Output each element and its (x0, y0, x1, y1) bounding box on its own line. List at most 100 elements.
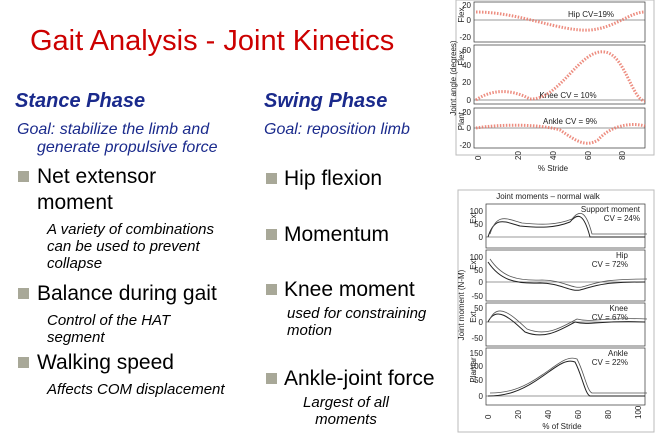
tick-label: 100 (470, 253, 484, 262)
bullet-text: Knee moment (284, 278, 415, 301)
x-tick-label: 60 (574, 410, 583, 419)
x-tick-label: 20 (514, 151, 523, 160)
curve (487, 313, 646, 336)
tick-label: 0 (467, 96, 472, 105)
annotation: Knee (609, 304, 628, 313)
bullet-text: Balance during gait (37, 282, 217, 305)
sub-text: segment (47, 329, 105, 346)
curve (475, 50, 646, 103)
tick-label: 0 (479, 233, 484, 242)
bullet-marker (266, 284, 277, 295)
tick-label: -20 (459, 141, 471, 150)
curve (487, 261, 646, 291)
annotation: Ankle CV = 9% (543, 117, 597, 126)
bullet-marker (266, 373, 277, 384)
figure-frame (457, 189, 655, 433)
bullet-marker (18, 357, 29, 368)
side-label: Ext (469, 310, 478, 322)
annotation: Knee CV = 10% (539, 91, 596, 100)
tick-label: 50 (474, 266, 483, 275)
curve (475, 10, 646, 32)
tick-label: -50 (471, 334, 483, 343)
bullet-text: Momentum (284, 223, 389, 246)
annotation: CV = 24% (604, 214, 640, 223)
bullet-marker (18, 171, 29, 182)
x-tick-label: 60 (584, 151, 593, 160)
sub-text: used for constraining (287, 305, 427, 322)
tick-label: 0 (479, 318, 484, 327)
tick-label: 100 (470, 207, 484, 216)
x-label: % of Stride (542, 422, 582, 431)
sub-text: A variety of combinations (46, 221, 215, 238)
heading: Swing Phase (264, 90, 387, 112)
side-label: Plantar (469, 357, 478, 383)
bullet-text: moment (37, 191, 113, 214)
curve (487, 215, 645, 238)
annotation: CV = 22% (592, 358, 628, 367)
bullet-text: Net extensor (37, 165, 156, 188)
tick-label: 50 (474, 220, 483, 229)
sub-text: Largest of all (303, 394, 390, 411)
x-tick-label: 40 (544, 410, 553, 419)
bullet-text: Walking speed (37, 351, 174, 374)
annotation: CV = 72% (592, 260, 628, 269)
x-tick-label: 40 (549, 151, 558, 160)
annotation: CV = 67% (592, 313, 628, 322)
panel (485, 302, 646, 347)
side-label: Flex. (457, 5, 466, 22)
tick-label: 20 (462, 108, 471, 117)
x-tick-label: 0 (474, 155, 483, 160)
curve (487, 360, 645, 397)
bullet-text: Ankle-joint force (284, 367, 435, 390)
x-tick-label: 20 (514, 410, 523, 419)
sub-text: Control of the HAT (47, 312, 172, 329)
side-label: Ext (469, 257, 478, 269)
tick-label: 60 (462, 46, 471, 55)
bullet-marker (266, 173, 277, 184)
heading: Stance Phase (15, 90, 145, 112)
x-tick-label: 80 (604, 410, 613, 419)
panel (485, 347, 646, 406)
sub-text: can be used to prevent (47, 238, 200, 255)
tick-label: 0 (467, 16, 472, 25)
tick-label: 20 (462, 1, 471, 10)
x-label: % Stride (538, 164, 569, 173)
panel (485, 203, 646, 249)
tick-label: 0 (479, 278, 484, 287)
tick-label: -20 (459, 33, 471, 42)
sub-text: motion (287, 322, 332, 339)
side-label: Flex. (457, 48, 466, 65)
sub-text: Affects COM displacement (46, 381, 225, 398)
curve (489, 310, 648, 333)
curve (489, 212, 647, 235)
annotation: Hip (616, 251, 629, 260)
title: Gait Analysis - Joint Kinetics (30, 25, 394, 57)
goal: generate propulsive force (37, 139, 218, 156)
panel (485, 249, 646, 302)
tick-label: -50 (471, 292, 483, 301)
annotation: Ankle (608, 349, 629, 358)
tick-label: 40 (462, 61, 471, 70)
curve (489, 357, 647, 394)
sub-text: moments (315, 411, 377, 428)
curve (475, 123, 646, 145)
curve (489, 258, 648, 288)
bullet-marker (266, 229, 277, 240)
side-label: Plant. (457, 110, 466, 130)
side-label: Ext (469, 211, 478, 223)
tick-label: 0 (479, 392, 484, 401)
bullet-text: Hip flexion (284, 167, 382, 190)
panel (473, 44, 646, 105)
annotation: Hip CV=19% (568, 10, 614, 19)
x-tick-label: 0 (484, 414, 493, 419)
figure-frame (455, 0, 655, 156)
x-tick-label: 100 (634, 405, 643, 419)
tick-label: 150 (470, 349, 484, 358)
sub-text: collapse (47, 255, 102, 272)
goal: Goal: stabilize the limb and (17, 121, 210, 138)
figure-title: Joint moments – normal walk (496, 192, 601, 201)
tick-label: 50 (474, 304, 483, 313)
tick-label: 0 (467, 124, 472, 133)
